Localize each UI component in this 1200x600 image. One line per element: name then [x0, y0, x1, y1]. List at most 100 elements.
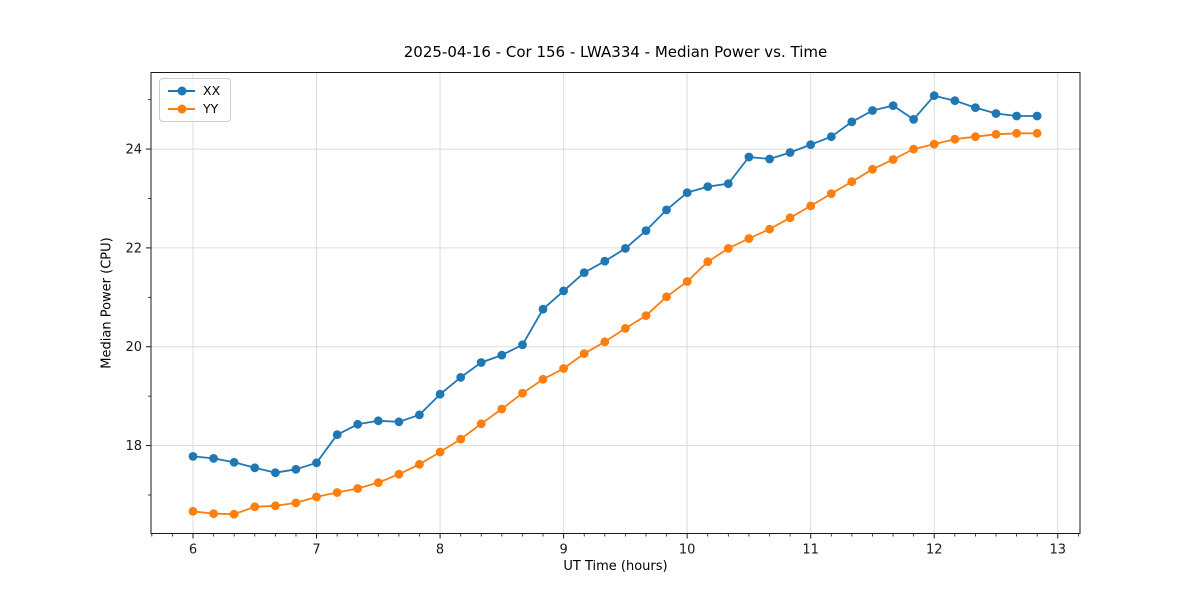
series-xx-marker — [332, 430, 342, 440]
legend-label: XX — [203, 83, 221, 98]
series-xx-marker — [744, 152, 754, 162]
series-xx-marker — [518, 340, 527, 350]
series-yy-marker — [888, 155, 898, 164]
series-yy-marker — [785, 213, 795, 223]
series-xx-marker — [682, 188, 692, 198]
series-yy-marker — [868, 164, 877, 174]
series-yy-marker — [621, 324, 630, 333]
series-xx-marker — [373, 416, 383, 426]
x-tick-label: 9 — [559, 543, 567, 558]
series-xx-marker — [250, 463, 260, 473]
series-xx-marker — [476, 358, 486, 367]
x-tick-label: 13 — [1049, 543, 1066, 558]
series-xx-marker — [662, 205, 671, 215]
series-yy-marker — [497, 404, 507, 414]
chart-title: 2025-04-16 - Cor 156 - LWA334 - Median P… — [403, 43, 828, 61]
x-tick-label: 8 — [436, 543, 444, 558]
x-tick-label: 12 — [926, 543, 943, 558]
series-yy-marker — [950, 134, 960, 144]
series-xx-marker — [826, 132, 836, 142]
series-xx-marker — [559, 286, 568, 296]
legend-item-xx: XX — [168, 84, 220, 98]
series-yy-marker — [415, 459, 424, 469]
x-tick-label: 11 — [802, 543, 819, 558]
series-xx-marker — [271, 468, 280, 478]
y-tick-label: 22 — [125, 241, 142, 256]
legend-item-yy: YY — [168, 100, 220, 116]
series-yy-marker — [847, 177, 857, 187]
series-yy-marker — [744, 234, 754, 243]
series-xx-marker — [312, 458, 321, 468]
series-yy-marker — [476, 419, 486, 429]
series-yy-marker — [1032, 128, 1042, 138]
y-axis-label: Median Power (CPU) — [99, 237, 115, 369]
series-xx-marker — [600, 256, 610, 266]
series-xx-marker — [579, 268, 589, 277]
series-xx-marker — [291, 464, 301, 474]
series-xx-marker — [1032, 111, 1042, 121]
y-tick-label: 18 — [125, 439, 142, 454]
series-yy-marker — [209, 509, 219, 519]
series-yy-marker — [806, 201, 816, 211]
series-yy-marker — [971, 132, 980, 142]
series-yy-marker — [518, 388, 527, 398]
series-yy-marker — [353, 484, 363, 493]
series-yy-marker — [929, 139, 939, 149]
series-xx-marker — [929, 91, 939, 101]
series-yy-marker — [312, 492, 321, 502]
series-xx-marker — [909, 115, 918, 124]
legend-label: YY — [203, 100, 219, 116]
series-xx-marker — [765, 154, 774, 164]
x-tick-label: 10 — [679, 543, 696, 558]
plot-border — [150, 72, 1081, 534]
series-yy-marker — [703, 257, 713, 267]
series-yy-marker — [250, 502, 260, 512]
y-tick-label: 24 — [125, 143, 142, 158]
series-yy-marker — [765, 224, 774, 234]
legend: XX YY — [159, 78, 232, 122]
series-yy-marker — [188, 506, 198, 516]
legend-marker-icon — [168, 104, 195, 114]
series-yy-marker — [909, 144, 918, 154]
series-xx-marker — [415, 410, 424, 420]
series-yy-marker — [373, 478, 383, 487]
series-xx-marker — [971, 103, 980, 112]
series-yy-marker — [682, 277, 692, 286]
series-xx-marker — [806, 140, 816, 150]
series-xx-marker — [497, 350, 507, 360]
series-xx-marker — [394, 417, 404, 427]
series-yy-marker — [332, 488, 342, 497]
series-yy-marker — [662, 292, 671, 302]
series-yy-marker — [641, 311, 651, 320]
series-xx-marker — [723, 179, 733, 189]
series-xx-marker — [641, 226, 651, 236]
x-tick-label: 7 — [312, 543, 320, 558]
series-xx-marker — [703, 182, 713, 192]
series-xx-marker — [950, 96, 960, 106]
series-xx-marker — [868, 106, 877, 115]
series-yy-marker — [271, 501, 280, 511]
series-xx-marker — [538, 304, 548, 314]
x-tick-label: 6 — [189, 543, 197, 558]
series-xx-marker — [456, 373, 466, 382]
series-yy-marker — [394, 469, 404, 479]
series-yy-marker — [538, 374, 548, 384]
series-xx-marker — [229, 457, 239, 467]
series-xx-marker — [188, 452, 198, 461]
series-xx-marker — [888, 101, 898, 110]
series-yy-marker — [229, 509, 239, 519]
series-yy-marker — [826, 189, 836, 199]
y-tick-label: 20 — [125, 340, 142, 355]
series-xx-marker — [785, 148, 795, 157]
series-xx-marker — [991, 109, 1001, 118]
series-xx-marker — [847, 117, 857, 127]
series-yy-marker — [600, 337, 610, 347]
series-yy-marker — [1012, 128, 1021, 138]
series-yy-marker — [723, 244, 733, 253]
series-xx-marker — [621, 244, 630, 253]
series-yy-marker — [291, 498, 301, 508]
series-xx-marker — [1012, 111, 1021, 121]
series-xx-marker — [209, 454, 219, 463]
